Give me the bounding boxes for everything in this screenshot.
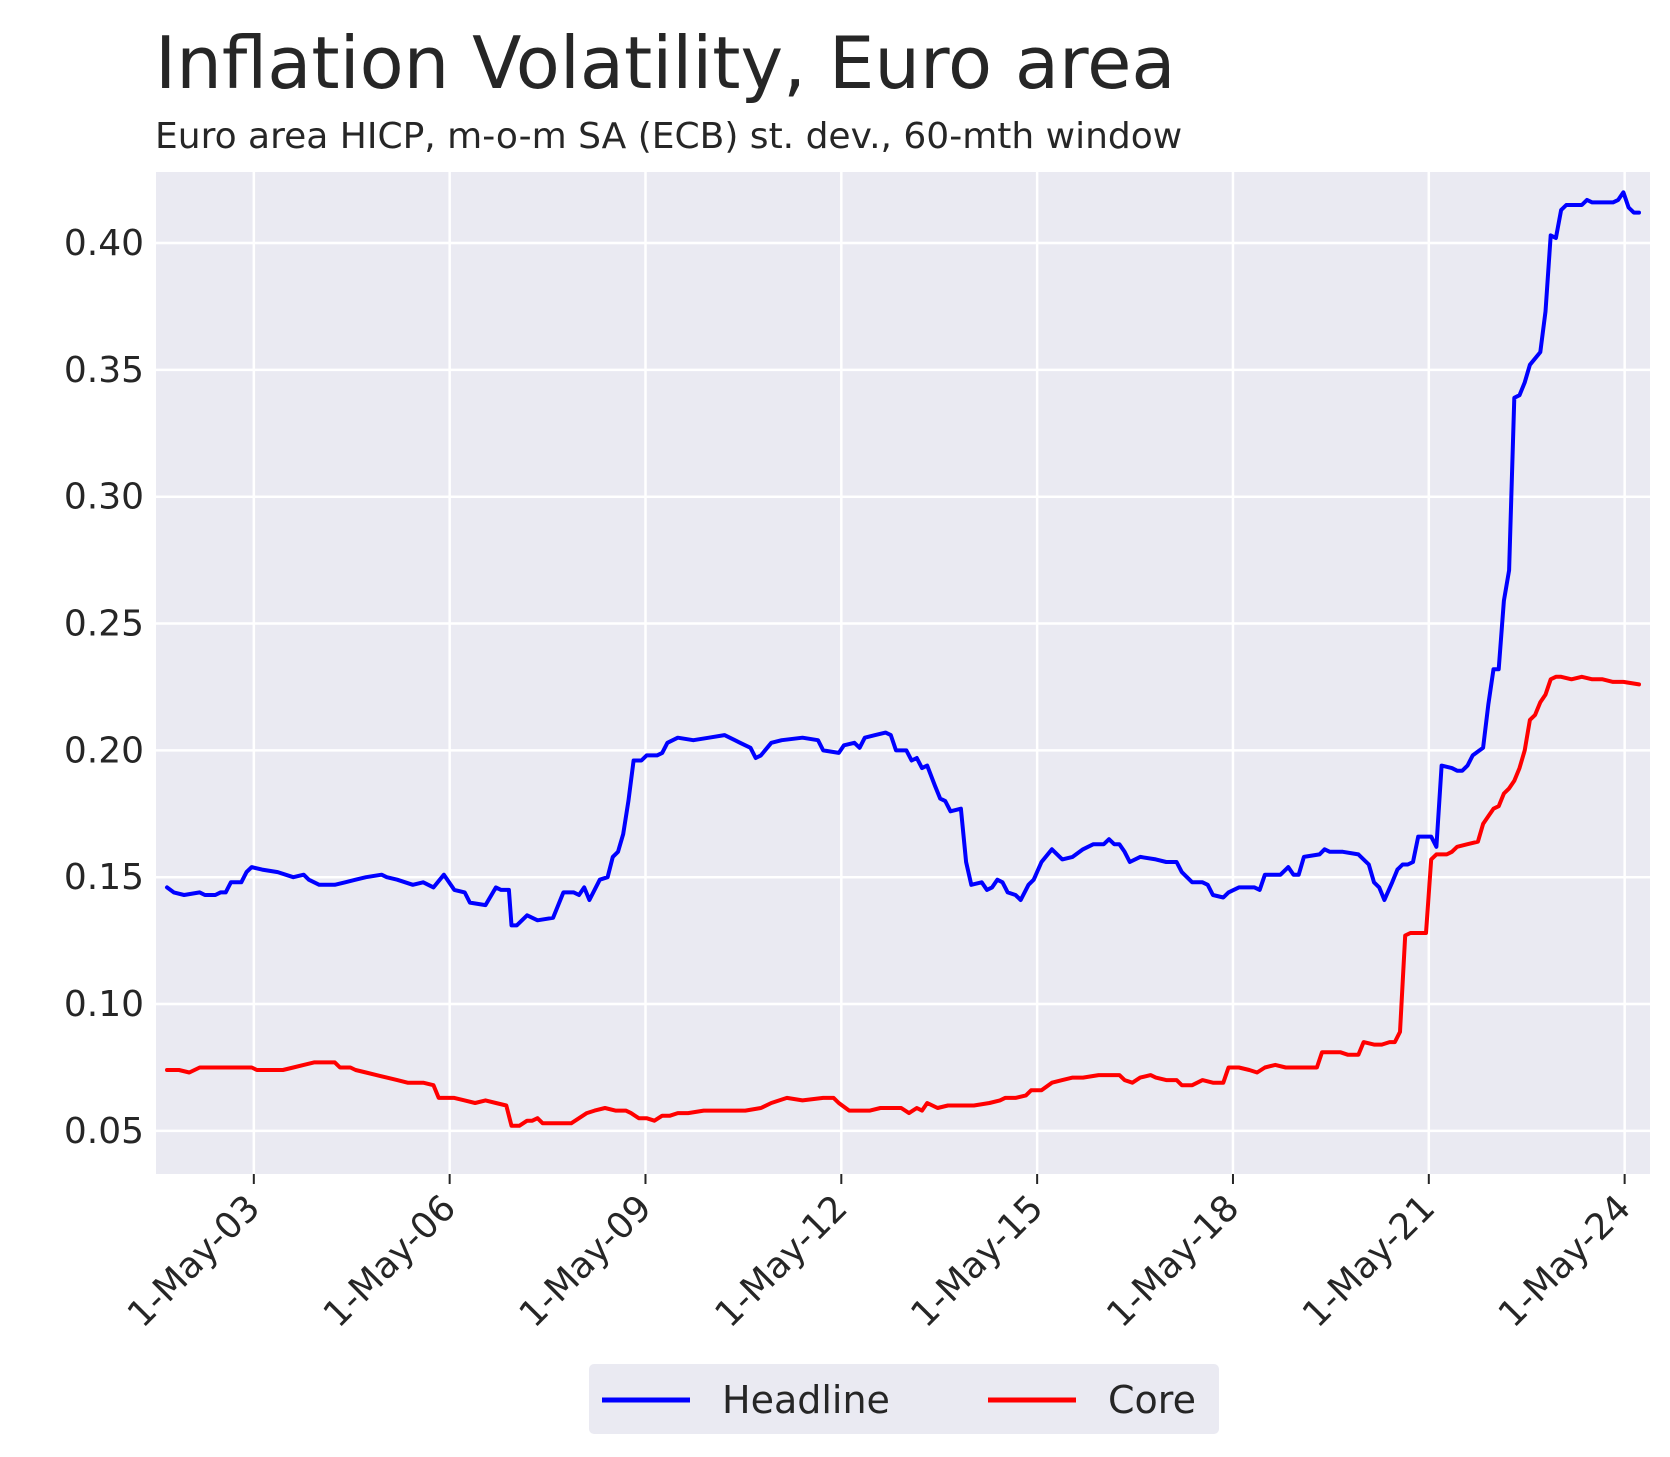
x-tick-label: 1-May-24 [1491,1187,1639,1335]
y-tick-label: 0.35 [64,350,144,391]
x-axis: 1-May-03 1-May-06 1-May-09 1-May-12 1-May-15… [120,1174,1639,1336]
legend-label-headline: Headline [722,1378,890,1422]
x-tick-label: 1-May-09 [512,1187,660,1335]
y-tick-label: 0.05 [64,1111,144,1152]
legend[interactable]: Headline Core [587,1362,1221,1436]
y-tick-label: 0.15 [64,857,144,898]
legend-frame [587,1362,1221,1436]
x-tick-label: 1-May-21 [1295,1187,1443,1335]
y-tick-label: 0.40 [64,223,144,264]
x-tick-label: 1-May-12 [708,1187,856,1335]
y-tick-label: 0.25 [64,604,144,645]
x-tick-label: 1-May-03 [120,1187,268,1335]
y-axis: 0.05 0.10 0.15 0.20 0.25 0.30 0.35 0.40 [64,223,144,1152]
x-tick-label: 1-May-06 [316,1187,464,1335]
legend-label-core: Core [1108,1378,1196,1422]
series-lines [165,190,1641,1128]
chart-title: Inflation Volatility, Euro area [155,21,1175,105]
grid-lines [156,172,1650,1174]
series-line-headline [165,190,1641,928]
y-tick-label: 0.10 [64,984,144,1025]
y-tick-label: 0.20 [64,730,144,771]
series-line-core [165,674,1641,1128]
y-tick-label: 0.30 [64,477,144,518]
x-tick-label: 1-May-15 [903,1187,1051,1335]
x-tick-label: 1-May-18 [1099,1187,1247,1335]
plot-area [156,172,1650,1174]
chart-subtitle: Euro area HICP, m-o-m SA (ECB) st. dev.,… [155,116,1182,157]
